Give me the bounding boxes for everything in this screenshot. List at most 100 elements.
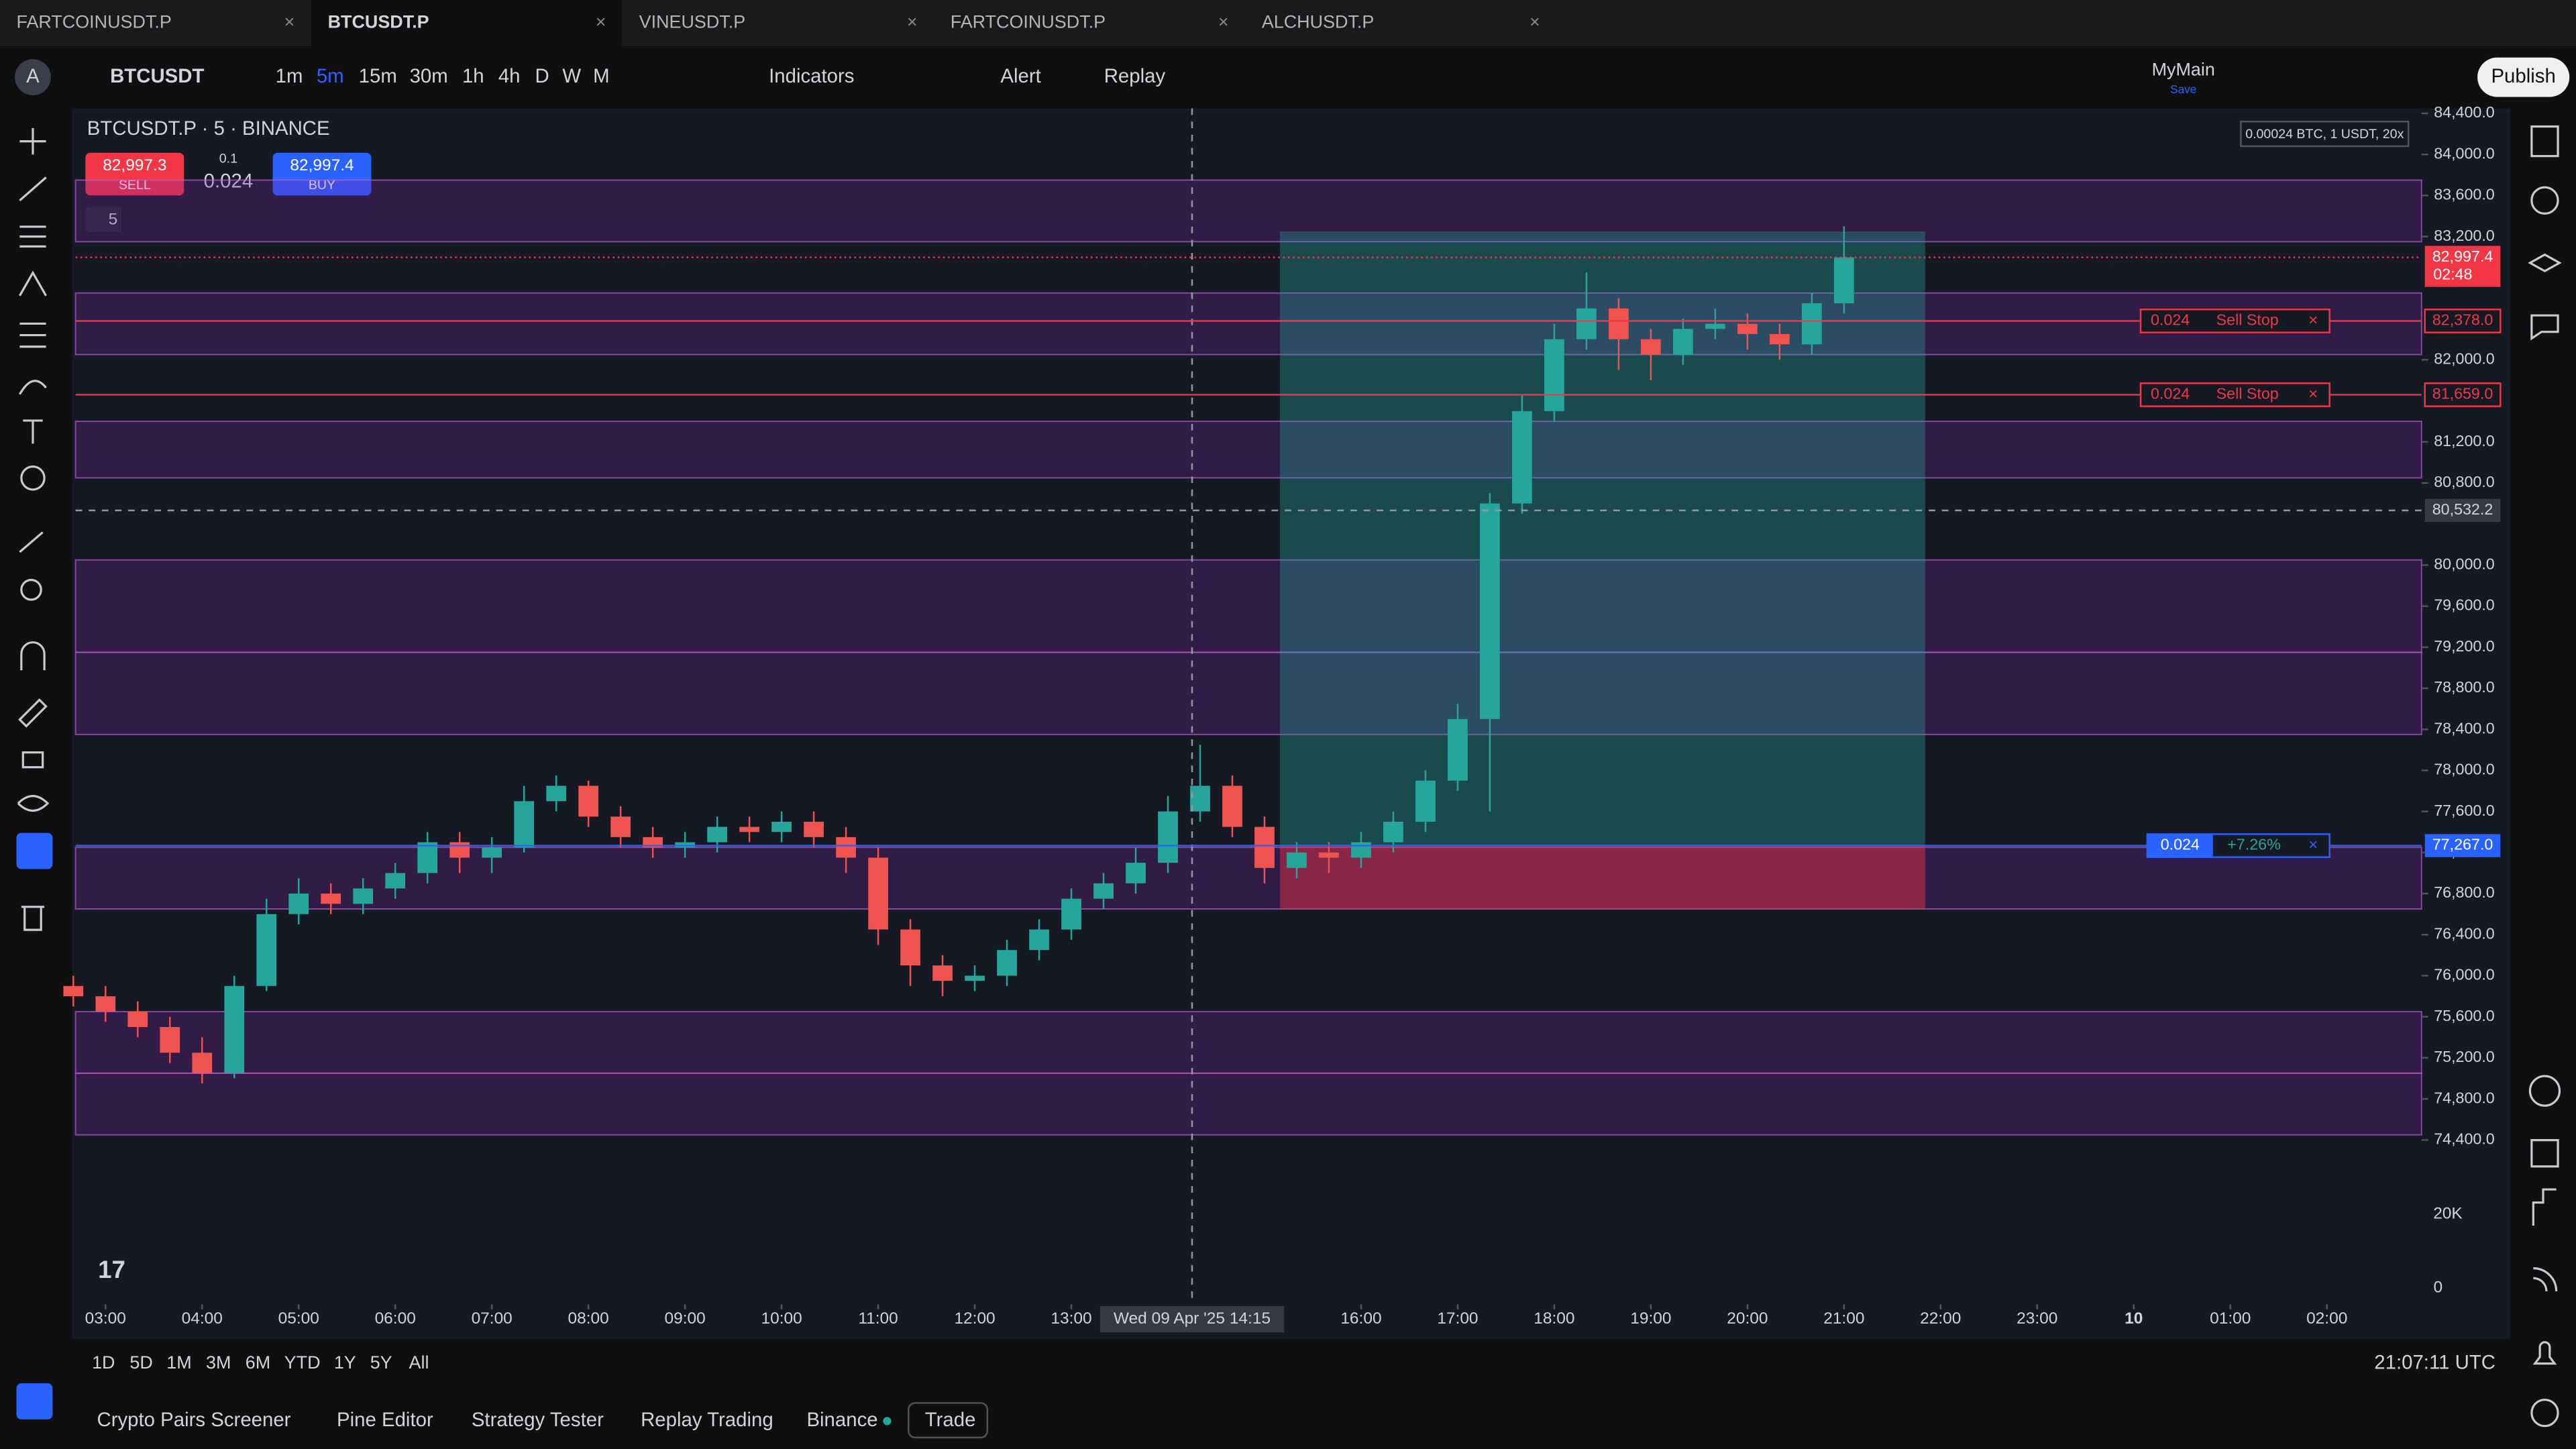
avatar[interactable] [15, 59, 51, 96]
sell-button[interactable] [85, 152, 184, 196]
order-price-box [2424, 382, 2502, 407]
order-cancel[interactable]: × [2308, 311, 2318, 329]
interval[interactable]: 4h [498, 65, 521, 87]
interval[interactable]: 5m [317, 65, 344, 87]
interval[interactable]: 1m [276, 65, 303, 87]
candle-body [385, 873, 406, 889]
position-close[interactable]: × [2308, 836, 2318, 854]
candle-body [1190, 786, 1210, 812]
tab-close[interactable]: × [284, 11, 295, 32]
qty[interactable]: 0.024 [204, 170, 254, 193]
candle-body [1769, 334, 1790, 345]
replay-button[interactable]: Replay [1104, 65, 1166, 87]
candle-body [1351, 842, 1371, 858]
tab-label[interactable]: ALCHUSDT.P [1262, 11, 1375, 32]
candle-body [482, 847, 502, 858]
bottom-tab[interactable]: Trade [925, 1409, 976, 1431]
drawing-tools[interactable] [17, 128, 50, 931]
tab-label[interactable]: FARTCOINUSDT.P [16, 11, 171, 32]
candle-body [1480, 503, 1500, 719]
trade-button-bg[interactable] [908, 1402, 989, 1439]
interval[interactable]: 15m [359, 65, 397, 87]
bottom-tab[interactable]: Crypto Pairs Screener [97, 1409, 290, 1431]
tab-close[interactable]: × [1218, 11, 1229, 32]
interval[interactable]: 1h [462, 65, 484, 87]
candle-body [321, 894, 341, 904]
crosshair-time: Wed 09 Apr '25 14:15 [1114, 1309, 1271, 1328]
range-button[interactable]: 1Y [334, 1352, 356, 1373]
order-cancel[interactable]: × [2308, 385, 2318, 403]
bottom-tab[interactable]: Pine Editor [337, 1409, 433, 1431]
position-price: 77,267.0 [2432, 836, 2493, 853]
range-button[interactable]: 5D [129, 1352, 152, 1373]
tab-label[interactable]: BTCUSDT.P [328, 11, 429, 32]
interval[interactable]: D [535, 65, 549, 87]
interval[interactable]: M [593, 65, 609, 87]
x-tick-label: 01:00 [2210, 1309, 2251, 1328]
range-button[interactable]: 1D [92, 1352, 115, 1373]
y-tick-label: 83,200.0 [2434, 227, 2495, 244]
order-price: 82,378.0 [2432, 311, 2493, 329]
tab-active[interactable] [311, 0, 622, 46]
order-tag[interactable] [2139, 309, 2330, 333]
y-tick-label: 76,400.0 [2434, 924, 2495, 942]
tab-close[interactable]: × [1529, 11, 1540, 32]
publish-bg[interactable] [2477, 57, 2570, 97]
tab-label[interactable]: VINEUSDT.P [639, 11, 746, 32]
order-qty: 0.024 [2151, 385, 2190, 402]
candle-body [1641, 339, 1661, 355]
buy-button[interactable] [272, 152, 372, 196]
publish-button[interactable]: Publish [2491, 65, 2555, 87]
x-tick-label: 05:00 [278, 1309, 319, 1328]
order-info: 0.00024 BTC, 1 USDT, 20x [2245, 127, 2404, 142]
link-tool-active[interactable] [16, 833, 53, 869]
candle-body [868, 857, 888, 930]
avatar-letter: A [26, 65, 40, 87]
range-button[interactable]: 3M [206, 1352, 231, 1373]
x-tick-label: 18:00 [1534, 1309, 1574, 1328]
candle-body [1319, 852, 1339, 858]
range-button[interactable]: 5Y [370, 1352, 392, 1373]
y-tick-label: 79,200.0 [2434, 637, 2495, 655]
range-button[interactable]: 6M [246, 1352, 270, 1373]
bottom-tab[interactable]: Strategy Tester [472, 1409, 604, 1431]
tab-close[interactable]: × [596, 11, 606, 32]
bottom-tab[interactable]: Replay Trading [641, 1409, 773, 1431]
interval[interactable]: W [562, 65, 581, 87]
chart-pane [72, 108, 2511, 1339]
x-tick-label: 12:00 [954, 1309, 995, 1328]
tab-label[interactable]: FARTCOINUSDT.P [951, 11, 1106, 32]
left-toolbar [0, 108, 69, 1449]
range-button[interactable]: All [409, 1352, 429, 1373]
candle-body [256, 914, 277, 986]
candle-body [997, 950, 1017, 976]
tab-close[interactable]: × [907, 11, 918, 32]
sell-price: 82,997.3 [103, 156, 166, 174]
x-tick-label: 10 [2125, 1309, 2143, 1328]
x-tick-label: 19:00 [1630, 1309, 1671, 1328]
qty-step: 0.1 [219, 152, 237, 166]
range-button[interactable]: 1M [166, 1352, 191, 1373]
crosshair-price-box [2424, 498, 2501, 523]
alert-button[interactable]: Alert [1000, 65, 1040, 87]
candle-body [1672, 329, 1693, 355]
range-button[interactable]: YTD [284, 1352, 321, 1373]
indicator-count[interactable]: 5 [109, 211, 118, 229]
indicators-button[interactable]: Indicators [769, 65, 854, 87]
symbol-search[interactable]: BTCUSDT [110, 65, 204, 87]
bottom-tab[interactable]: Binance [806, 1409, 877, 1431]
clock: 21:07:11 UTC [2374, 1351, 2496, 1373]
candle-body [1029, 929, 1049, 951]
indicator-toggle[interactable] [85, 207, 122, 232]
interval[interactable]: 30m [410, 65, 448, 87]
candle-body [836, 837, 856, 858]
position-pnl: +7.26% [2227, 836, 2281, 853]
favorites-button[interactable] [16, 1383, 53, 1419]
candle-body [804, 821, 824, 837]
right-widgets[interactable] [2528, 125, 2562, 1428]
order-tag[interactable] [2139, 382, 2330, 407]
y-tick-label: 74,800.0 [2434, 1089, 2495, 1106]
layout-name[interactable]: MyMain [2152, 59, 2215, 79]
